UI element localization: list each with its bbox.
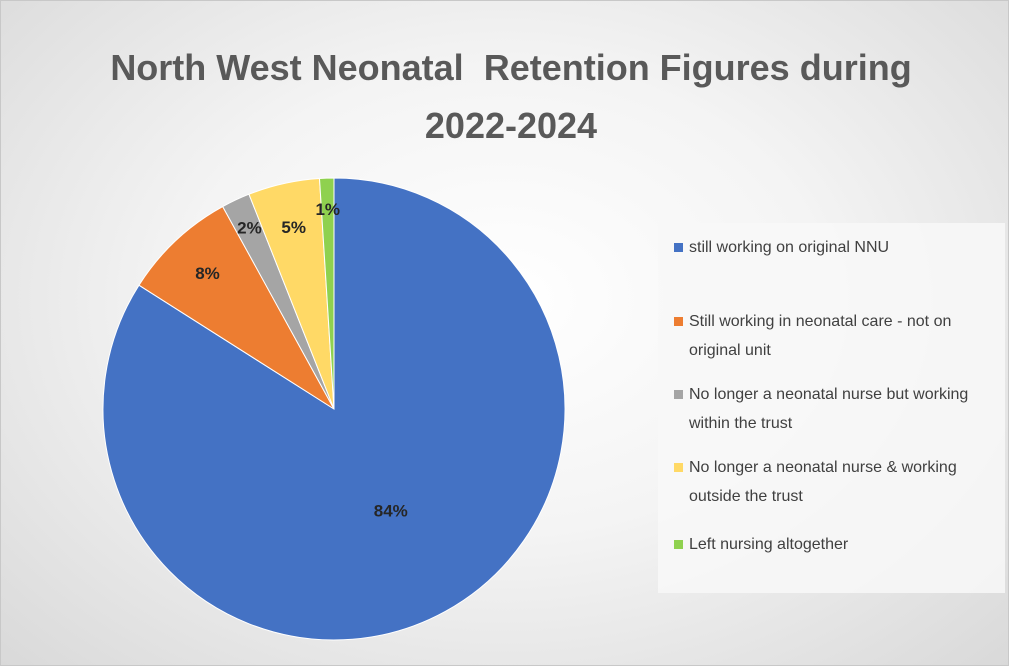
data-label: 1% (315, 200, 340, 219)
legend-label: No longer a neonatal nurse & working out… (689, 459, 957, 505)
legend-swatch (674, 243, 683, 252)
legend-label: Still working in neonatal care - not on … (689, 313, 952, 359)
legend: still working on original NNU Still worki… (658, 223, 1005, 593)
legend-label: No longer a neonatal nurse but working w… (689, 386, 969, 432)
legend-item: still working on original NNU (674, 233, 996, 262)
data-label: 8% (195, 264, 220, 283)
legend-item: Still working in neonatal care - not on … (674, 307, 996, 365)
legend-item: Left nursing altogether (674, 530, 996, 559)
legend-label: Left nursing altogether (689, 536, 849, 553)
legend-item: No longer a neonatal nurse but working w… (674, 380, 996, 438)
legend-swatch (674, 540, 683, 549)
chart-title: North West Neonatal Retention Figures du… (110, 47, 922, 146)
pie-slice (138, 205, 335, 410)
data-label: 84% (374, 502, 408, 521)
pie-slice (318, 177, 335, 410)
legend-item: No longer a neonatal nurse & working out… (674, 453, 996, 511)
data-label: 2% (237, 219, 262, 238)
legend-swatch (674, 463, 683, 472)
legend-swatch (674, 390, 683, 399)
legend-swatch (674, 317, 683, 326)
legend-label: still working on original NNU (689, 239, 890, 256)
data-label: 5% (281, 218, 306, 237)
